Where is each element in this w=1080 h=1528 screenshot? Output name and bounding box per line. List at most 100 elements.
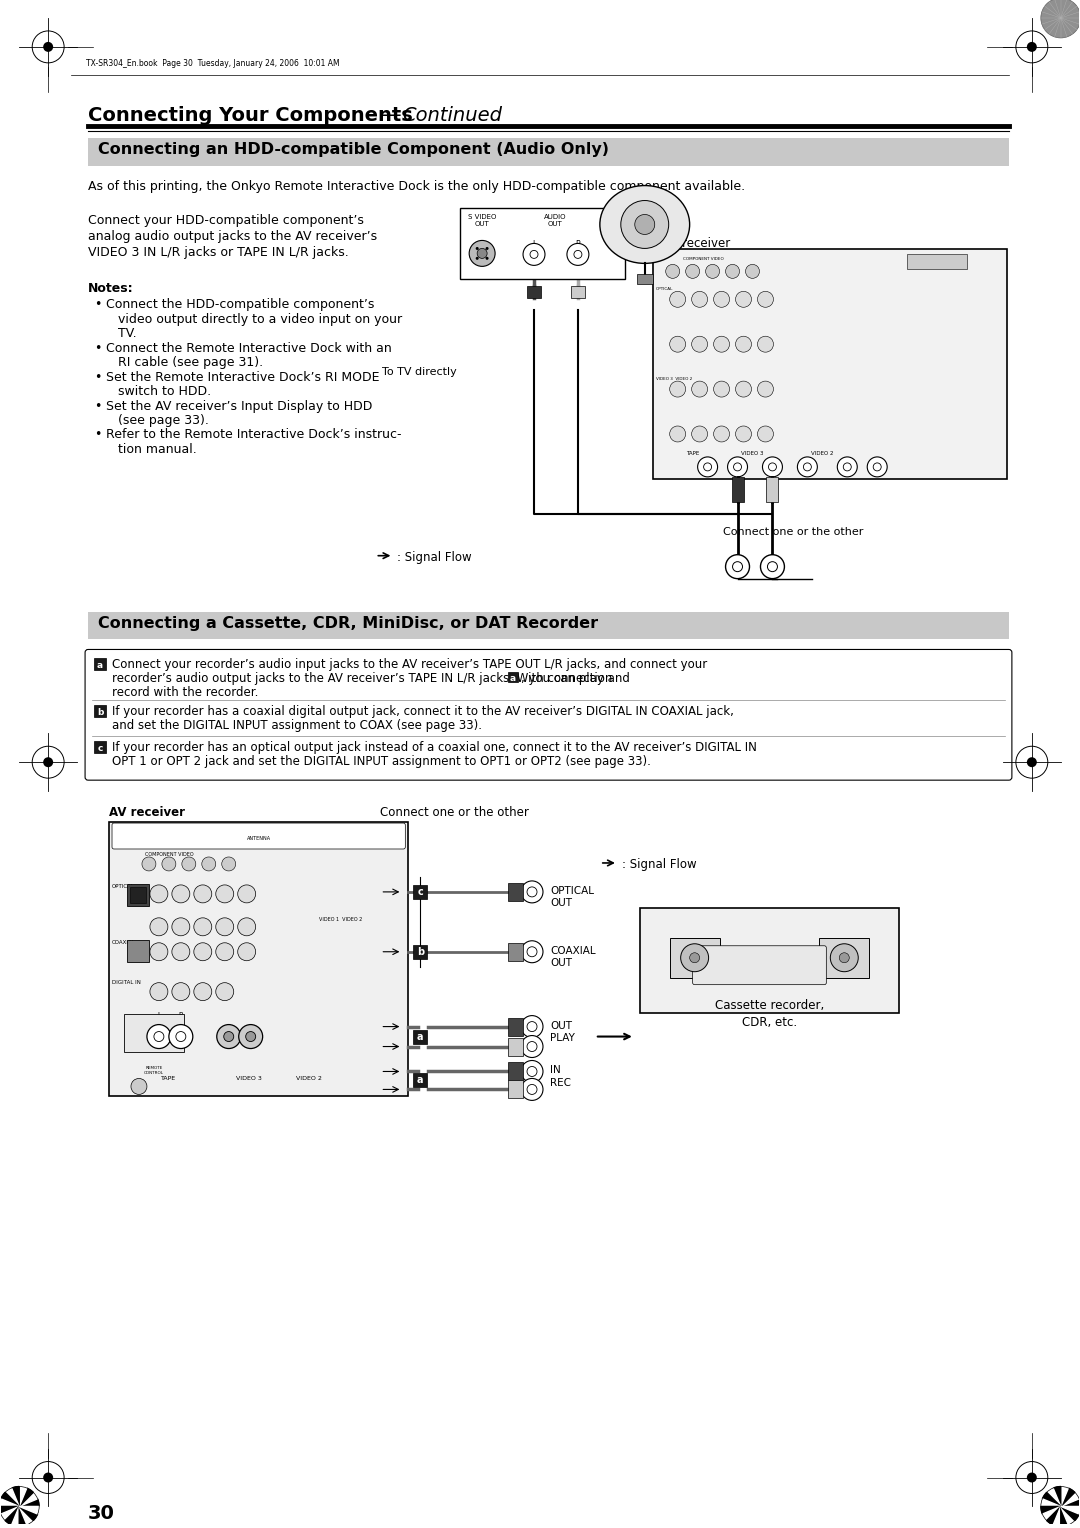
Circle shape — [745, 264, 759, 278]
Circle shape — [172, 983, 190, 1001]
Text: Cassette recorder,
CDR, etc.: Cassette recorder, CDR, etc. — [715, 999, 824, 1028]
Circle shape — [150, 885, 167, 903]
Circle shape — [797, 457, 818, 477]
Circle shape — [732, 562, 743, 571]
Circle shape — [224, 1031, 233, 1042]
Circle shape — [245, 1031, 256, 1042]
Circle shape — [714, 292, 730, 307]
Circle shape — [665, 264, 679, 278]
Circle shape — [726, 264, 740, 278]
Text: b: b — [97, 707, 104, 717]
Text: a: a — [417, 1076, 423, 1085]
Text: : Signal Flow: : Signal Flow — [397, 550, 472, 564]
FancyBboxPatch shape — [414, 1074, 428, 1088]
Text: L: L — [157, 1012, 161, 1018]
Bar — [508, 1038, 523, 1056]
Circle shape — [238, 885, 256, 903]
Text: RI cable (see page 31).: RI cable (see page 31). — [118, 356, 264, 370]
Text: R: R — [532, 1041, 539, 1051]
Circle shape — [150, 918, 167, 935]
Text: TX-SR304_En.book  Page 30  Tuesday, January 24, 2006  10:01 AM: TX-SR304_En.book Page 30 Tuesday, Januar… — [86, 60, 340, 67]
Circle shape — [521, 1060, 543, 1082]
Text: VIDEO 2: VIDEO 2 — [811, 451, 834, 455]
Circle shape — [691, 336, 707, 351]
Bar — [508, 1062, 523, 1080]
Circle shape — [475, 257, 478, 260]
Polygon shape — [1061, 1499, 1080, 1507]
Circle shape — [469, 240, 495, 266]
Bar — [571, 286, 585, 298]
Circle shape — [874, 463, 881, 471]
Circle shape — [527, 1042, 537, 1051]
Circle shape — [714, 336, 730, 351]
Circle shape — [193, 943, 212, 961]
Circle shape — [477, 249, 487, 258]
Text: L: L — [531, 240, 536, 249]
Circle shape — [131, 1079, 147, 1094]
Circle shape — [735, 336, 752, 351]
Text: record with the recorder.: record with the recorder. — [112, 686, 258, 700]
Polygon shape — [1, 1507, 19, 1520]
Circle shape — [216, 983, 233, 1001]
Text: recorder’s audio output jacks to the AV receiver’s TAPE IN L/R jacks. With conne: recorder’s audio output jacks to the AV … — [112, 672, 612, 686]
Text: •: • — [94, 371, 102, 384]
Circle shape — [757, 380, 773, 397]
Text: Connect your HDD-compatible component’s: Connect your HDD-compatible component’s — [89, 214, 364, 228]
Bar — [907, 254, 967, 269]
Text: •: • — [94, 399, 102, 413]
Circle shape — [839, 953, 849, 963]
Circle shape — [162, 857, 176, 871]
FancyBboxPatch shape — [414, 885, 428, 898]
Circle shape — [168, 1025, 193, 1048]
Text: If your recorder has a coaxial digital output jack, connect it to the AV receive: If your recorder has a coaxial digital o… — [112, 706, 734, 718]
Circle shape — [670, 380, 686, 397]
Text: analog audio output jacks to the AV receiver’s: analog audio output jacks to the AV rece… — [89, 231, 377, 243]
Polygon shape — [0, 1499, 19, 1507]
Circle shape — [181, 857, 195, 871]
Text: VIDEO 3: VIDEO 3 — [741, 451, 764, 455]
Circle shape — [216, 885, 233, 903]
Polygon shape — [12, 1487, 19, 1507]
Text: VIDEO 3: VIDEO 3 — [235, 1076, 261, 1082]
Bar — [652, 249, 1007, 478]
Bar — [731, 477, 743, 501]
Text: •: • — [94, 298, 102, 312]
Bar — [460, 208, 625, 280]
Bar — [637, 275, 652, 284]
Circle shape — [193, 983, 212, 1001]
Bar — [508, 943, 523, 961]
FancyBboxPatch shape — [414, 1030, 428, 1044]
Text: COMPONENT VIDEO: COMPONENT VIDEO — [145, 853, 193, 857]
Circle shape — [728, 457, 747, 477]
Text: TAPE: TAPE — [161, 1076, 176, 1082]
Polygon shape — [19, 1507, 27, 1526]
Text: video output directly to a video input on your: video output directly to a video input o… — [118, 313, 402, 325]
Text: OPT 1 or OPT 2 jack and set the DIGITAL INPUT assignment to OPT1 or OPT2 (see pa: OPT 1 or OPT 2 jack and set the DIGITAL … — [112, 755, 651, 769]
Circle shape — [757, 292, 773, 307]
Polygon shape — [1061, 1507, 1068, 1526]
Circle shape — [527, 1085, 537, 1094]
Bar — [820, 938, 869, 978]
Circle shape — [486, 248, 488, 251]
Circle shape — [769, 463, 777, 471]
Circle shape — [680, 944, 708, 972]
Text: R: R — [576, 240, 581, 249]
Circle shape — [726, 555, 750, 579]
Circle shape — [527, 886, 537, 897]
Polygon shape — [1047, 1488, 1061, 1507]
FancyBboxPatch shape — [508, 672, 518, 683]
Circle shape — [521, 1016, 543, 1038]
Bar — [130, 886, 146, 903]
Text: Set the AV receiver’s Input Display to HDD: Set the AV receiver’s Input Display to H… — [106, 399, 373, 413]
Polygon shape — [1061, 1507, 1079, 1520]
Text: c: c — [417, 886, 423, 897]
Circle shape — [567, 243, 589, 266]
Circle shape — [527, 1067, 537, 1076]
Text: Refer to the Remote Interactive Dock’s instruc-: Refer to the Remote Interactive Dock’s i… — [106, 428, 402, 442]
Text: L: L — [532, 1065, 538, 1076]
Circle shape — [521, 941, 543, 963]
Circle shape — [670, 336, 686, 351]
Text: Connecting a Cassette, CDR, MiniDisc, or DAT Recorder: Connecting a Cassette, CDR, MiniDisc, or… — [98, 616, 598, 631]
Circle shape — [691, 380, 707, 397]
Circle shape — [172, 918, 190, 935]
